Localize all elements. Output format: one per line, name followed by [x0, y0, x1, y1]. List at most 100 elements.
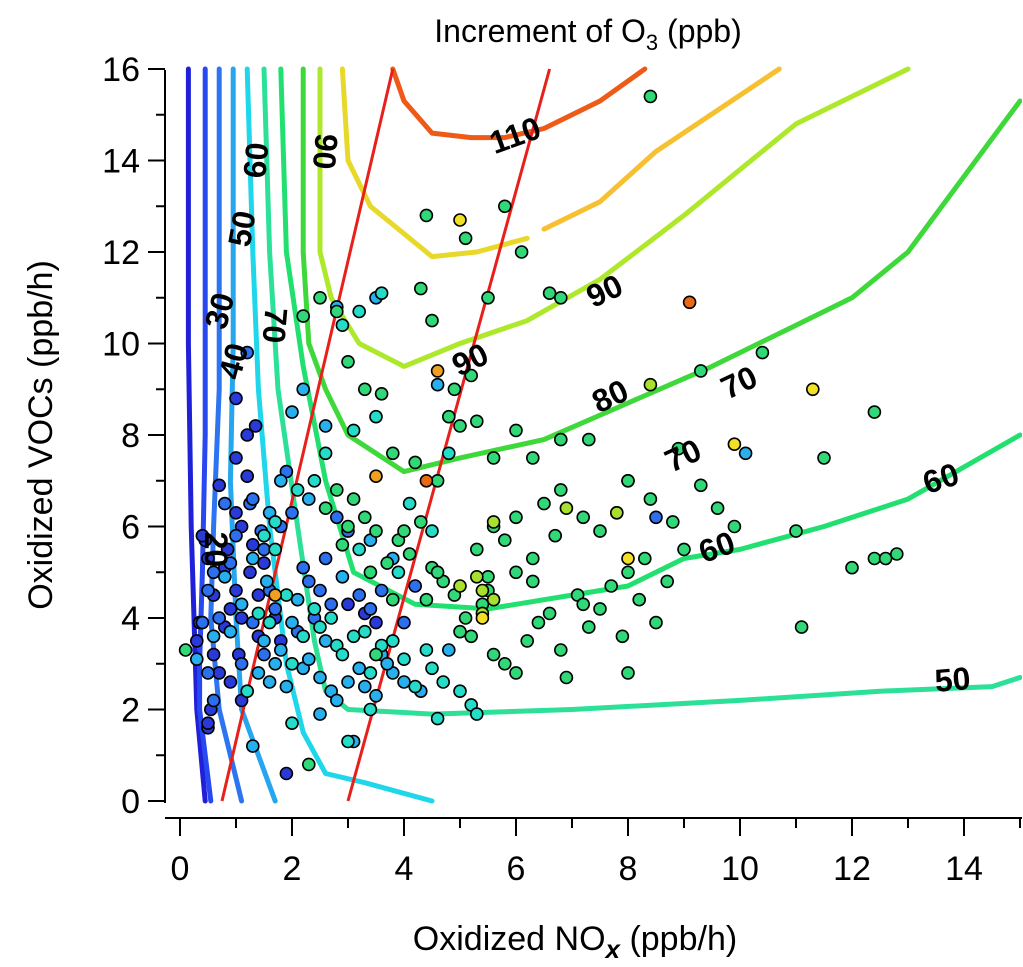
- data-point: [621, 473, 635, 488]
- data-point: [246, 537, 260, 552]
- data-point: [195, 615, 210, 630]
- data-point: [195, 528, 210, 543]
- data-point: [296, 629, 311, 644]
- y-tick-label: 12: [102, 234, 140, 272]
- data-point: [486, 515, 501, 529]
- x-tick-label: 6: [507, 850, 526, 888]
- data-point: [805, 382, 820, 397]
- data-point: [553, 483, 568, 497]
- data-point: [453, 579, 467, 593]
- data-point: [363, 565, 378, 580]
- data-point: [374, 286, 389, 301]
- data-point: [313, 670, 327, 685]
- data-point: [867, 405, 882, 419]
- data-point: [206, 647, 221, 662]
- data-point: [329, 483, 344, 497]
- data-point: [413, 281, 428, 296]
- data-point: [279, 766, 294, 781]
- data-point: [220, 542, 235, 557]
- data-point: [408, 579, 423, 593]
- data-point: [301, 574, 316, 589]
- x-tick-label: 8: [619, 850, 638, 888]
- data-point: [324, 611, 339, 625]
- data-point: [352, 588, 367, 602]
- x-axis-label: Oxidized NOx (ppb/h): [413, 920, 737, 964]
- data-point: [341, 519, 355, 534]
- data-point: [632, 592, 647, 607]
- data-point: [469, 414, 484, 429]
- data-point: [397, 615, 411, 630]
- contour-line: [261, 66, 1022, 717]
- data-point: [301, 492, 316, 506]
- scatter-points: [178, 89, 904, 781]
- data-point: [867, 551, 882, 566]
- data-point: [419, 208, 434, 223]
- data-point: [206, 565, 221, 580]
- data-point: [201, 551, 215, 566]
- data-point: [279, 588, 294, 602]
- reference-line: [346, 68, 552, 802]
- data-point: [755, 345, 770, 360]
- data-point: [301, 652, 316, 667]
- data-point: [458, 611, 473, 625]
- contour-label: 60: [236, 141, 275, 180]
- data-point: [481, 290, 495, 305]
- data-point: [553, 643, 568, 657]
- data-point: [559, 501, 574, 516]
- y-tick-label: 14: [102, 143, 140, 181]
- y-tick-label: 0: [121, 783, 140, 821]
- data-point: [363, 666, 378, 680]
- data-point: [243, 565, 257, 580]
- data-point: [889, 547, 904, 561]
- data-point: [794, 620, 809, 634]
- x-ticks: 0 2 4 6 8 10 12 14: [171, 818, 1021, 888]
- data-point: [609, 505, 624, 520]
- chart-title: Increment of O3 (ppb): [434, 13, 741, 55]
- data-point: [301, 757, 316, 772]
- data-point: [268, 515, 283, 529]
- contour-label: 80: [586, 372, 633, 420]
- data-point: [335, 318, 350, 333]
- data-point: [318, 551, 333, 566]
- data-point: [453, 213, 467, 227]
- data-point: [475, 583, 490, 598]
- data-point: [464, 368, 479, 383]
- data-point: [201, 583, 215, 598]
- data-point: [397, 524, 411, 538]
- data-point: [509, 423, 523, 438]
- data-point: [346, 629, 361, 644]
- data-point: [218, 496, 232, 511]
- data-point: [357, 624, 372, 639]
- contour-line: [185, 66, 208, 804]
- contour-lines: [185, 66, 1022, 804]
- data-point: [576, 597, 591, 612]
- data-point: [357, 510, 372, 525]
- data-point: [369, 615, 383, 630]
- data-point: [497, 656, 512, 671]
- data-point: [593, 524, 607, 538]
- data-point: [369, 469, 383, 484]
- data-point: [223, 602, 238, 616]
- data-point: [441, 446, 456, 461]
- data-point: [268, 588, 283, 602]
- data-point: [346, 492, 361, 506]
- contour-label: 70: [255, 306, 294, 345]
- data-point: [593, 602, 607, 616]
- data-point: [402, 496, 417, 511]
- y-axis-label: Oxidized VOCs (ppb/h): [22, 260, 60, 610]
- data-point: [341, 354, 355, 369]
- contour-line: [541, 66, 782, 232]
- x-tick-label: 2: [283, 850, 302, 888]
- data-point: [352, 304, 367, 319]
- data-point: [296, 560, 311, 575]
- data-point: [385, 446, 400, 461]
- data-point: [817, 451, 831, 465]
- data-point: [246, 492, 260, 506]
- data-point: [643, 377, 658, 392]
- data-point: [240, 345, 254, 360]
- data-point: [419, 473, 434, 488]
- data-point: [525, 551, 540, 566]
- data-point: [559, 670, 574, 685]
- data-point: [693, 364, 708, 378]
- data-point: [296, 382, 311, 397]
